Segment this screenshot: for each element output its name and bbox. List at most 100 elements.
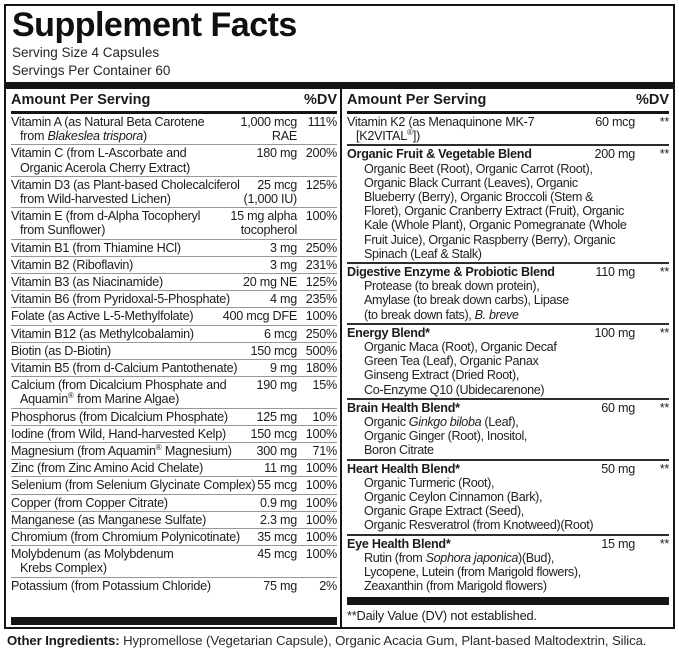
nutrient-row: Biotin (as D-Biotin) 150 mcg 500% [11, 341, 337, 359]
blend-description: Organic Beet (Root), Organic Carrot (Roo… [364, 161, 627, 261]
blend-name: Organic Fruit & Vegetable Blend [347, 147, 532, 162]
nutrient-name: Vitamin C (from L-Ascorbate and Organic … [11, 146, 191, 175]
nutrient-amount: 150 mcg [250, 343, 297, 358]
other-ingredients: Other Ingredients: Hypromellose (Vegetar… [7, 633, 672, 649]
blend-amount: 110 mg [595, 265, 635, 280]
nutrient-row: Vitamin B3 (as Niacinamide) 20 mg NE 125% [11, 273, 337, 290]
nutrient-amount: 35 mcg [257, 530, 297, 545]
nutrient-dv: 100% [305, 209, 337, 224]
nutrient-row: Vitamin A (as Natural Beta Carotene from… [11, 114, 337, 144]
nutrient-dv: 100% [305, 478, 337, 493]
nutrient-dv: 10% [312, 409, 338, 424]
blend-row: Heart Health Blend* 50 mg ** Organic Turmer… [347, 458, 669, 534]
blend-row: Digestive Enzyme & Probiotic Blend 110 mg… [347, 262, 669, 323]
nutrient-name: Copper (from Copper Citrate) [11, 495, 168, 510]
column-header-right: Amount Per Serving %DV [347, 89, 669, 114]
nutrient-amount: 25 mcg (1,000 IU) [243, 177, 298, 207]
nutrient-name: Vitamin B12 (as Methylcobalamin) [11, 326, 194, 341]
nutrient-amount: 75 mg [263, 578, 297, 593]
blend-dv: ** [659, 115, 670, 129]
nutrient-dv: 2% [319, 578, 337, 593]
blend-dv: ** [659, 325, 670, 340]
nutrient-row: Manganese (as Manganese Sulfate) 2.3 mg 10… [11, 510, 337, 528]
blend-name: Heart Health Blend* [347, 461, 460, 476]
supplement-facts-panel: Supplement Facts Serving Size 4 Capsules… [4, 4, 675, 629]
nutrient-row: Vitamin B1 (from Thiamine HCl) 3 mg 250% [11, 238, 337, 256]
nutrient-name: Molybdenum (as Molybdenum Krebs Complex) [11, 547, 174, 576]
nutrient-dv: 15% [312, 378, 338, 393]
nutrient-name: Vitamin D3 (as Plant-based Cholecalcifer… [11, 177, 240, 207]
blend-row: Eye Health Blend* 15 mg ** Rutin (from Soph… [347, 533, 669, 595]
bottom-divider-bar-right [347, 596, 669, 605]
nutrient-amount: 4 mg [270, 292, 297, 307]
nutrient-dv: 100% [305, 547, 337, 562]
nutrient-amount: 0.9 mg [259, 495, 297, 510]
nutrient-amount: 150 mcg [250, 426, 297, 441]
nutrient-row: Chromium (from Chromium Polynicotinate) 3… [11, 528, 337, 545]
nutrient-dv: 111% [307, 115, 338, 129]
nutrition-column-left: Amount Per Serving %DV Vitamin A (as Nat… [6, 89, 342, 627]
nutrient-dv: 200% [305, 146, 337, 161]
blend-amount: 200 mg [594, 147, 635, 162]
nutrient-amount: 125 mg [256, 409, 297, 424]
right-bottom-group: **Daily Value (DV) not established. [347, 595, 669, 627]
nutrient-amount: 15 mg alpha tocopherol [230, 209, 297, 238]
nutrient-row: Vitamin B5 (from d-Calcium Pantothenate)… [11, 359, 337, 376]
nutrient-dv: 100% [305, 530, 337, 545]
nutrient-name: Manganese (as Manganese Sulfate) [11, 512, 207, 527]
nutrient-name: Iodine (from Wild, Hand-harvested Kelp) [11, 426, 226, 441]
nutrient-dv: 231% [305, 257, 337, 272]
nutrient-row: Vitamin B12 (as Methylcobalamin) 6 mcg 250… [11, 324, 337, 342]
nutrient-name: Zinc (from Zinc Amino Acid Chelate) [11, 461, 204, 476]
bottom-divider-bar-left [11, 616, 337, 625]
nutrient-dv: 100% [305, 495, 337, 510]
left-rows-list: Vitamin A (as Natural Beta Carotene from… [11, 114, 337, 594]
blend-amount: 50 mg [601, 461, 635, 476]
nutrient-amount: 1,000 mcg RAE [240, 115, 297, 144]
panel-title: Supplement Facts [12, 6, 297, 44]
nutrient-dv: 250% [305, 326, 337, 341]
nutrient-dv: 180% [305, 361, 337, 376]
nutrient-row: Vitamin D3 (as Plant-based Cholecalcifer… [11, 175, 337, 207]
other-ingredients-text: Hypromellose (Vegetarian Capsule), Organ… [119, 632, 647, 648]
nutrient-name: Biotin (as D-Biotin) [11, 343, 111, 358]
nutrient-dv: 235% [305, 292, 337, 307]
blend-amount: 60 mcg [595, 115, 635, 129]
blend-dv: ** [659, 265, 670, 280]
nutrient-name: Vitamin B1 (from Thiamine HCl) [11, 240, 181, 255]
nutrient-row: Iodine (from Wild, Hand-harvested Kelp) 1… [11, 424, 337, 442]
nutrient-row: Folate (as Active L-5-Methylfolate) 400 m… [11, 307, 337, 324]
nutrient-dv: 71% [312, 444, 338, 459]
nutrient-amount: 180 mg [256, 146, 297, 161]
nutrient-name: Vitamin A (as Natural Beta Carotene from… [11, 115, 205, 144]
nutrient-dv: 100% [305, 512, 337, 527]
nutrient-name: Potassium (from Potassium Chloride) [11, 578, 211, 593]
nutrient-row: Magnesium (from Aquamin® Magnesium) 300 m… [11, 442, 337, 459]
nutrient-row: Vitamin B6 (from Pyridoxal-5-Phosphate) 4… [11, 290, 337, 307]
nutrient-dv: 100% [305, 426, 337, 441]
nutrient-row: Vitamin B2 (Riboflavin) 3 mg 231% [11, 255, 337, 273]
nutrient-dv: 100% [305, 461, 337, 476]
nutrient-name: Vitamin B6 (from Pyridoxal-5-Phosphate) [11, 292, 230, 307]
nutrient-name: Vitamin B5 (from d-Calcium Pantothenate) [11, 361, 238, 376]
left-bottom-bar-wrap [11, 615, 337, 627]
blend-amount: 100 mg [594, 325, 635, 340]
blend-name: Eye Health Blend* [347, 536, 451, 551]
amount-per-serving-label: Amount Per Serving [347, 92, 487, 108]
nutrient-name: Vitamin B3 (as Niacinamide) [11, 275, 163, 290]
nutrient-amount: 2.3 mg [259, 512, 297, 527]
nutrient-amount: 11 mg [264, 461, 297, 476]
nutrient-row: Selenium (from Selenium Glycinate Comple… [11, 476, 337, 493]
right-rows-list: Vitamin K2 (as Menaquinone MK-7 [K2VITAL… [347, 114, 669, 595]
nutrient-dv: 125% [305, 275, 337, 290]
nutrient-name: Magnesium (from Aquamin® Magnesium) [11, 442, 232, 459]
thick-divider-bar [6, 82, 673, 89]
nutrient-name: Calcium (from Dicalcium Phosphate and Aq… [11, 378, 227, 407]
nutrient-row: Molybdenum (as Molybdenum Krebs Complex)… [11, 545, 337, 576]
nutrient-amount: 300 mg [256, 444, 297, 459]
nutrient-dv: 500% [305, 343, 337, 358]
blend-row: Energy Blend* 100 mg ** Organic Maca (Root)… [347, 322, 670, 398]
nutrient-row: Potassium (from Potassium Chloride) 75 mg… [11, 576, 337, 594]
nutrition-column-right: Amount Per Serving %DV Vitamin K2 (as Me… [342, 89, 673, 627]
nutrient-amount: 20 mg NE [243, 275, 297, 290]
